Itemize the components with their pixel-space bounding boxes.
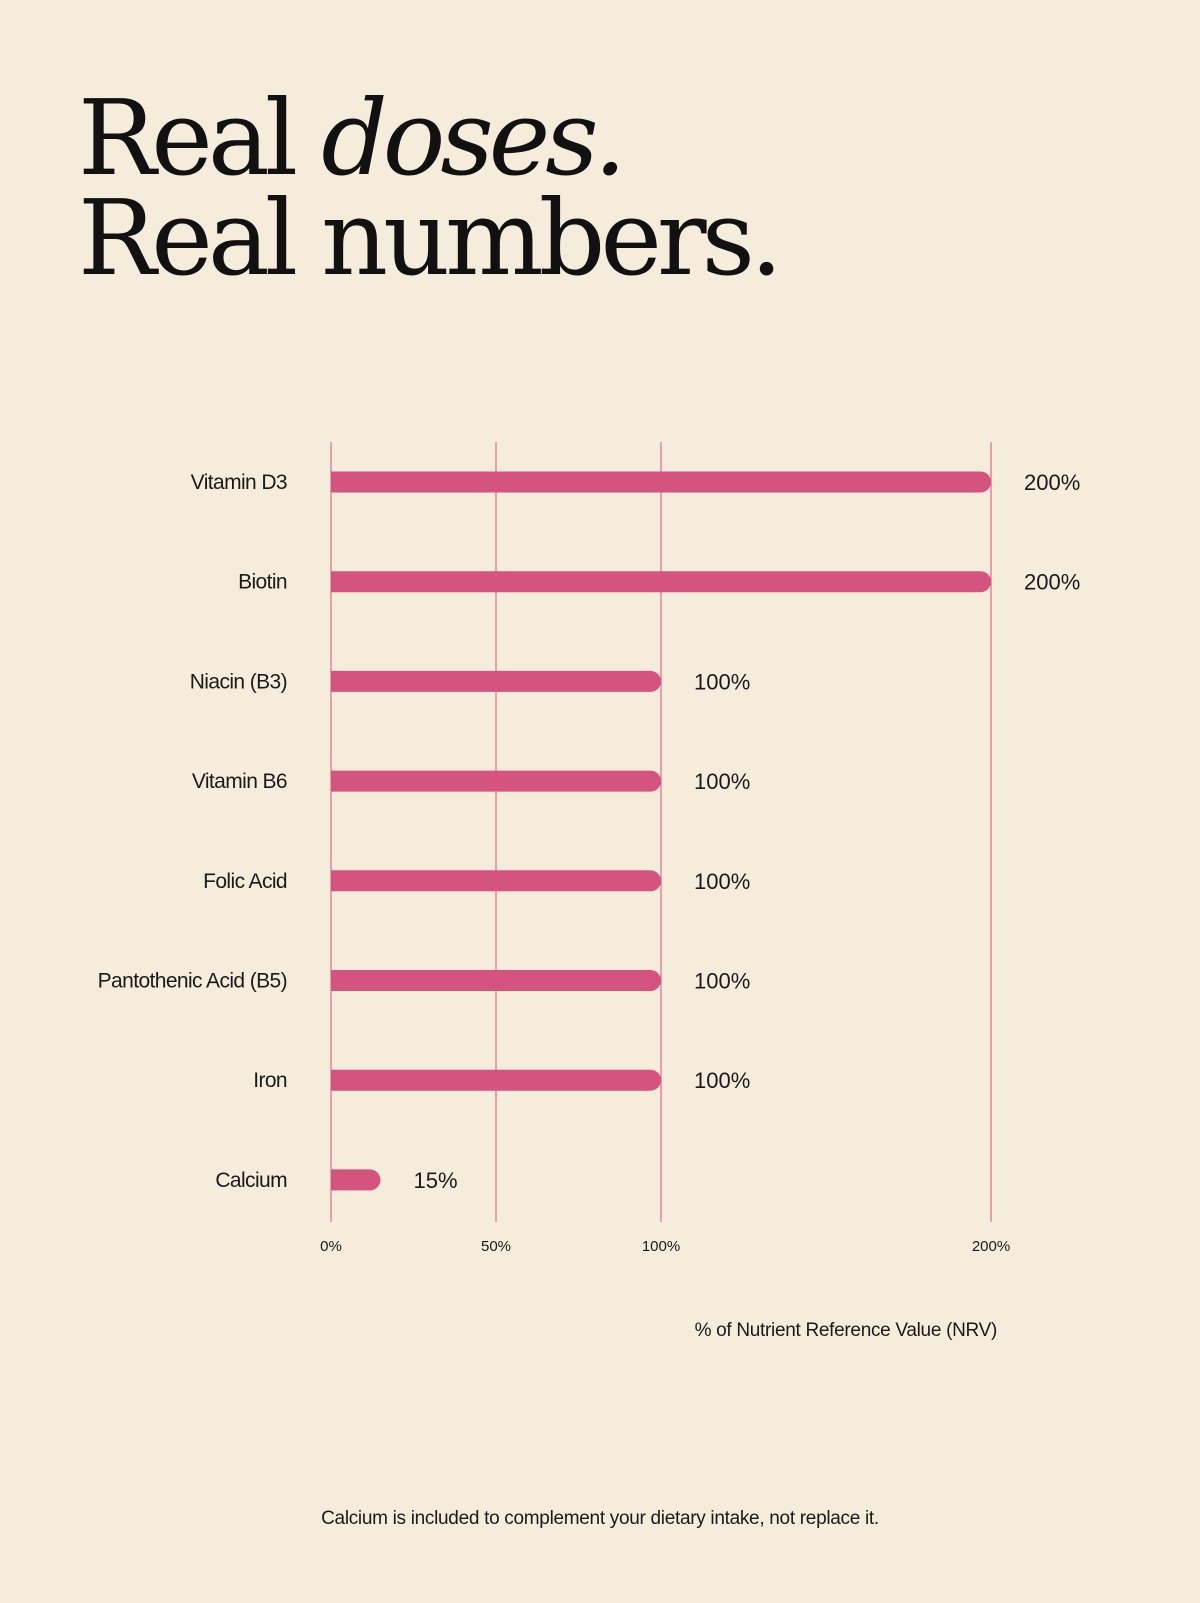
- category-label: Folic Acid: [203, 870, 287, 893]
- category-label: Niacin (B3): [190, 670, 287, 693]
- x-tick-label: 50%: [481, 1238, 511, 1255]
- footnote: Calcium is included to complement your d…: [321, 1508, 879, 1529]
- x-tick-label: 200%: [972, 1238, 1010, 1255]
- headline: Real doses. Real numbers.: [78, 86, 783, 299]
- category-label: Pantothenic Acid (B5): [98, 970, 287, 993]
- x-axis-title: % of Nutrient Reference Value (NRV): [695, 1320, 997, 1341]
- bar-folic-acid: [331, 870, 661, 892]
- bar-calcium: [331, 1169, 381, 1191]
- value-label: 100%: [694, 969, 750, 994]
- headline-line-1: Real doses.: [78, 86, 778, 190]
- value-label: 200%: [1024, 470, 1080, 495]
- value-label: 100%: [694, 769, 750, 794]
- category-label: Vitamin B6: [192, 770, 287, 793]
- bar-iron: [331, 1069, 661, 1091]
- bar-vitamin-b6: [331, 770, 661, 792]
- value-label: 200%: [1024, 570, 1080, 595]
- headline-line-2: Real numbers.: [78, 177, 783, 299]
- bar-vitamin-d3: [331, 471, 991, 493]
- value-label: 100%: [694, 869, 750, 894]
- category-label: Biotin: [238, 571, 287, 594]
- value-label: 15%: [414, 1168, 458, 1193]
- category-label: Calcium: [215, 1169, 287, 1192]
- headline-line-1-italic: doses.: [321, 77, 627, 199]
- category-label: Iron: [253, 1069, 287, 1092]
- x-tick-label: 0%: [320, 1238, 342, 1255]
- bar-biotin: [331, 571, 991, 593]
- bar-niacin-b3: [331, 670, 661, 692]
- x-tick-label: 100%: [642, 1238, 680, 1255]
- category-label: Vitamin D3: [191, 471, 287, 494]
- value-label: 100%: [694, 669, 750, 694]
- value-label: 100%: [694, 1068, 750, 1093]
- bar-pantothenic-acid-b5: [331, 970, 661, 991]
- headline-line-1-plain: Real: [78, 77, 322, 199]
